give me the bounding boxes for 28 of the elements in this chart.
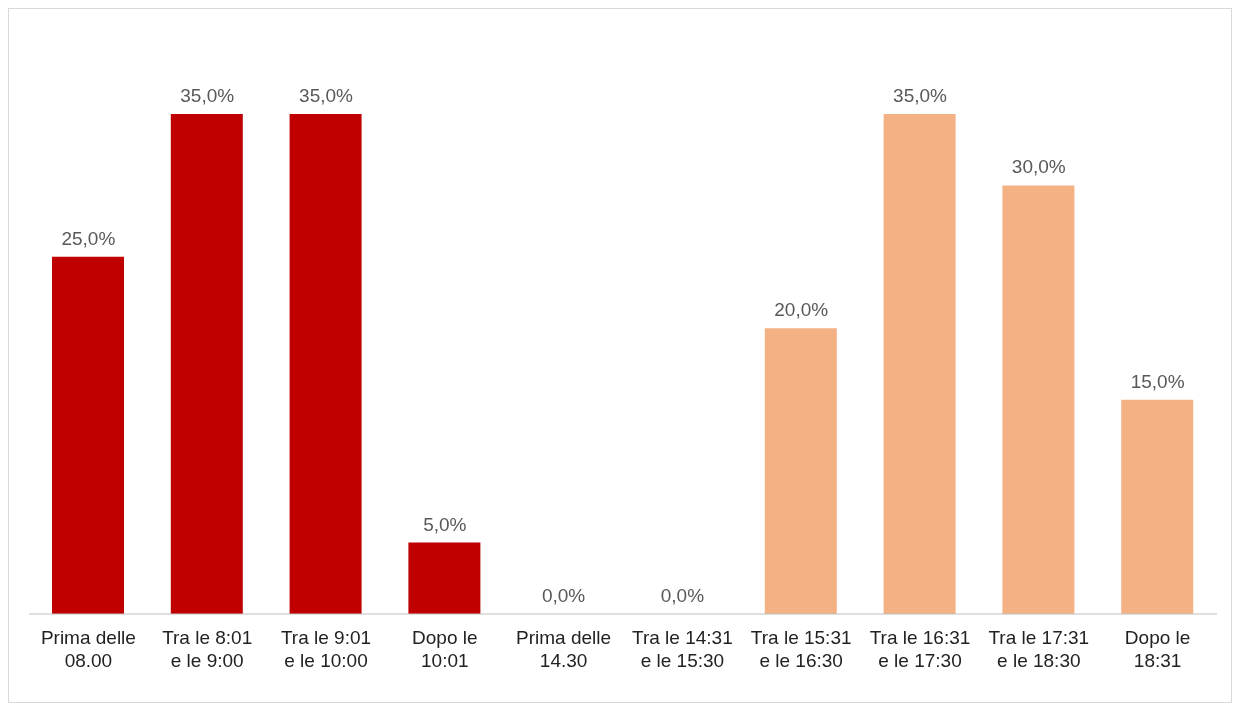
x-tick-label: Tra le 8:01 e le 9:00 xyxy=(162,627,253,671)
x-tick-label: Tra le 9:01 e le 10:00 xyxy=(280,627,372,671)
data-label: 5,0% xyxy=(423,513,467,535)
bar xyxy=(289,114,362,614)
bar xyxy=(408,542,481,614)
x-tick-label: Tra le 16:31 e le 17:30 xyxy=(869,627,971,671)
bar xyxy=(1121,399,1194,614)
x-tick-label: Dopo le 18:31 xyxy=(1124,627,1191,671)
data-label: 35,0% xyxy=(180,85,235,106)
x-tick-label: Prima delle 14.30 xyxy=(516,627,612,671)
data-label: 20,0% xyxy=(774,299,829,321)
data-label: 30,0% xyxy=(1011,156,1066,178)
x-tick-label: Tra le 14:31 e le 15:30 xyxy=(632,627,733,671)
bar xyxy=(170,114,243,614)
bar xyxy=(52,256,124,614)
x-tick-label: Tra le 15:31 e le 16:30 xyxy=(750,627,852,671)
x-tick-label: Tra le 17:31 e le 18:30 xyxy=(988,627,1090,671)
data-label: 25,0% xyxy=(61,227,116,249)
data-label: 35,0% xyxy=(893,85,948,106)
data-label: 0,0% xyxy=(660,585,705,606)
data-label: 0,0% xyxy=(541,585,586,606)
bar xyxy=(764,328,837,614)
x-tick-label: Prima delle 08.00 xyxy=(40,627,136,671)
bar xyxy=(1002,185,1075,614)
bar xyxy=(883,114,956,614)
data-label: 35,0% xyxy=(299,85,354,106)
x-tick-label: Dopo le 10:01 xyxy=(412,627,478,671)
data-label: 15,0% xyxy=(1130,370,1185,392)
